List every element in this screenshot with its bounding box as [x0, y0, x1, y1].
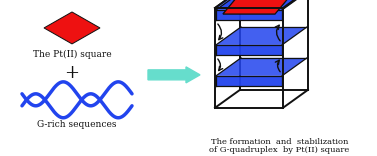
Text: The Pt(II) square: The Pt(II) square — [33, 50, 111, 59]
Text: +: + — [64, 64, 80, 82]
Polygon shape — [216, 58, 307, 76]
FancyArrowPatch shape — [218, 59, 223, 71]
Polygon shape — [216, 0, 307, 10]
Polygon shape — [223, 0, 300, 14]
Polygon shape — [223, 0, 300, 14]
Polygon shape — [216, 10, 282, 20]
Text: of G-quadruplex  by Pt(II) square: of G-quadruplex by Pt(II) square — [209, 146, 349, 154]
Polygon shape — [44, 12, 100, 44]
FancyArrow shape — [148, 67, 200, 83]
Text: G-rich sequences: G-rich sequences — [37, 120, 117, 129]
Polygon shape — [215, 0, 308, 8]
FancyArrowPatch shape — [275, 60, 280, 72]
Polygon shape — [216, 76, 282, 86]
FancyArrowPatch shape — [218, 24, 223, 40]
Polygon shape — [216, 27, 307, 45]
FancyArrowPatch shape — [275, 25, 280, 41]
Polygon shape — [216, 45, 282, 55]
Text: The formation  and  stabilization: The formation and stabilization — [211, 138, 348, 146]
